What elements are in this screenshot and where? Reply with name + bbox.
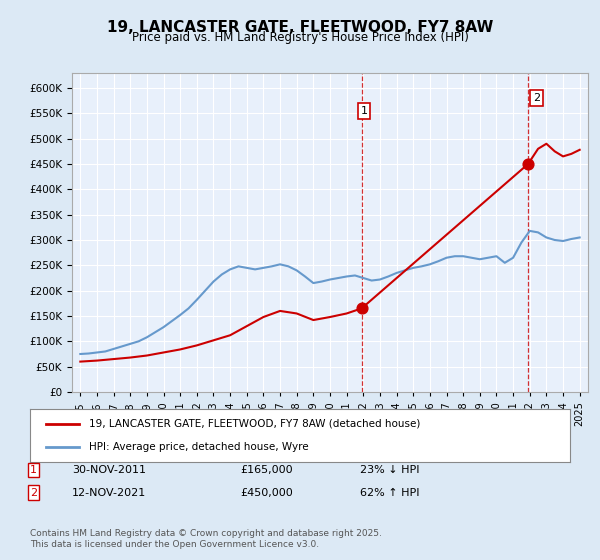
Text: Price paid vs. HM Land Registry's House Price Index (HPI): Price paid vs. HM Land Registry's House … (131, 31, 469, 44)
Text: 12-NOV-2021: 12-NOV-2021 (72, 488, 146, 498)
Text: 23% ↓ HPI: 23% ↓ HPI (360, 465, 419, 475)
Text: 1: 1 (30, 465, 37, 475)
Text: 2: 2 (30, 488, 37, 498)
Point (523, 160, 533, 169)
Text: 19, LANCASTER GATE, FLEETWOOD, FY7 8AW: 19, LANCASTER GATE, FLEETWOOD, FY7 8AW (107, 20, 493, 35)
Text: £165,000: £165,000 (240, 465, 293, 475)
Text: 1: 1 (361, 106, 368, 116)
Text: HPI: Average price, detached house, Wyre: HPI: Average price, detached house, Wyre (89, 442, 309, 452)
Text: 2: 2 (533, 93, 540, 103)
Text: 19, LANCASTER GATE, FLEETWOOD, FY7 8AW (detached house): 19, LANCASTER GATE, FLEETWOOD, FY7 8AW (… (89, 419, 421, 429)
Point (357, 304, 367, 313)
Text: 62% ↑ HPI: 62% ↑ HPI (360, 488, 419, 498)
Text: £450,000: £450,000 (240, 488, 293, 498)
Text: Contains HM Land Registry data © Crown copyright and database right 2025.
This d: Contains HM Land Registry data © Crown c… (30, 529, 382, 549)
Text: 30-NOV-2011: 30-NOV-2011 (72, 465, 146, 475)
